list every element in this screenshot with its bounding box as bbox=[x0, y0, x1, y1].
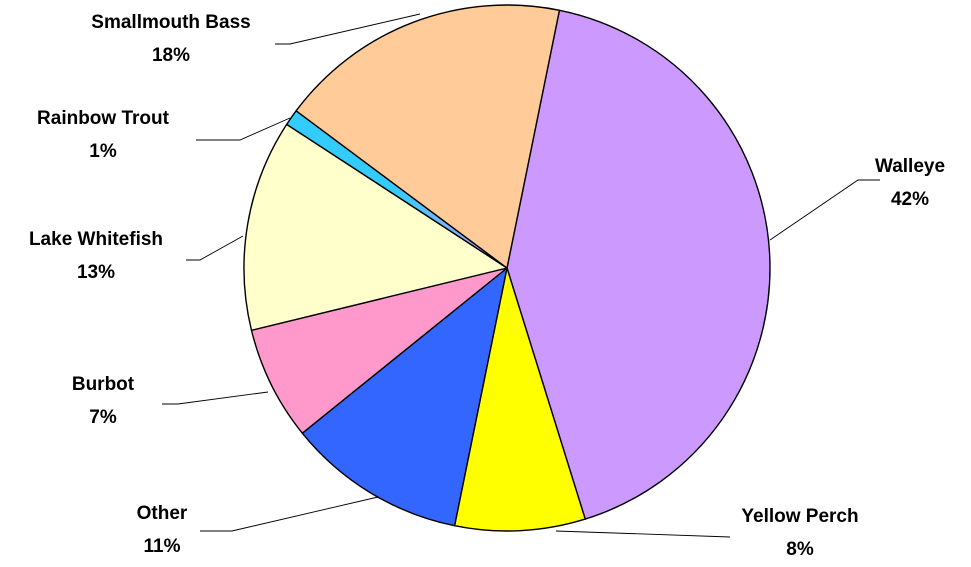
slice-percent-label-lake-whitefish: 13% bbox=[77, 262, 115, 283]
slice-name-label-lake-whitefish: Lake Whitefish bbox=[29, 229, 163, 250]
leader-line-burbot bbox=[162, 391, 269, 405]
leader-line-rainbow-trout bbox=[196, 117, 291, 141]
pie-slice-yellow-perch bbox=[453, 267, 586, 532]
slice-name-label-yellow-perch: Yellow Perch bbox=[741, 506, 858, 527]
pie-slice-burbot bbox=[250, 267, 508, 434]
pie-slice-walleye bbox=[506, 9, 771, 520]
leader-line-yellow-perch bbox=[555, 530, 731, 538]
slice-name-label-other: Other bbox=[137, 503, 188, 524]
leader-line-other bbox=[200, 496, 379, 532]
slice-name-label-burbot: Burbot bbox=[72, 374, 135, 395]
pie-slice-smallmouth-bass bbox=[295, 4, 561, 269]
pie-slice-other bbox=[301, 267, 508, 527]
slice-name-label-rainbow-trout: Rainbow Trout bbox=[37, 108, 170, 129]
slice-percent-label-smallmouth-bass: 18% bbox=[152, 45, 190, 66]
leader-line-walleye bbox=[769, 179, 880, 241]
leader-line-lake-whitefish bbox=[186, 235, 244, 261]
pie-slice-lake-whitefish bbox=[243, 123, 508, 331]
slice-percent-label-burbot: 7% bbox=[89, 407, 117, 428]
slice-name-label-smallmouth-bass: Smallmouth Bass bbox=[91, 12, 250, 33]
pie-slices bbox=[243, 4, 771, 532]
leader-lines bbox=[162, 13, 880, 538]
slice-percent-label-yellow-perch: 8% bbox=[786, 539, 814, 560]
slice-labels: Walleye 42% Yellow Perch 8% Other 11% Burbot 7%… bbox=[29, 12, 945, 560]
leader-line-smallmouth-bass bbox=[275, 13, 421, 45]
slice-percent-label-rainbow-trout: 1% bbox=[89, 141, 117, 162]
slice-percent-label-other: 11% bbox=[144, 536, 181, 557]
slice-name-label-walleye: Walleye bbox=[875, 156, 945, 177]
slice-percent-label-walleye: 42% bbox=[891, 189, 929, 210]
